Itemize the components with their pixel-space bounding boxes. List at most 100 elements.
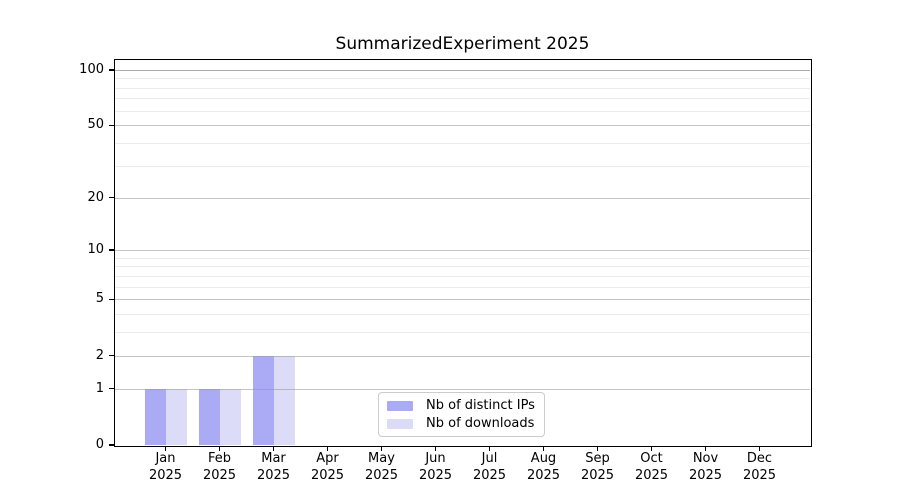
y-tick-mark <box>108 298 115 301</box>
x-tick-label: Mar 2025 <box>234 451 314 484</box>
x-tick-mark <box>218 446 221 451</box>
x-tick-month: Apr <box>316 451 339 466</box>
x-tick-month: Nov <box>692 451 719 466</box>
x-tick-mark <box>434 446 437 451</box>
gridline-minor <box>115 275 810 277</box>
gridline-minor <box>115 266 810 268</box>
bar-distinct-ips <box>252 355 274 445</box>
gridline-major <box>115 355 810 357</box>
gridline-minor <box>115 257 810 259</box>
x-tick-year: 2025 <box>526 467 561 483</box>
x-tick-month: Jul <box>481 451 498 466</box>
x-tick-label: May 2025 <box>342 451 422 484</box>
y-tick-mark <box>108 196 115 199</box>
x-tick-mark <box>758 446 761 451</box>
chart-title: SummarizedExperiment 2025 <box>335 34 590 54</box>
y-tick-mark <box>108 124 115 127</box>
y-tick-label: 2 <box>95 347 104 363</box>
y-tick-label: 1 <box>95 380 104 396</box>
x-tick-year: 2025 <box>742 467 777 483</box>
x-tick-year: 2025 <box>364 467 399 483</box>
x-tick-mark <box>380 446 383 451</box>
legend-item-downloads: Nb of downloads <box>387 416 535 431</box>
x-tick-month: Aug <box>530 451 557 466</box>
x-tick-label: Jun 2025 <box>396 451 476 484</box>
gridline-minor <box>115 332 810 334</box>
y-tick-mark <box>108 387 115 390</box>
y-tick-mark <box>108 444 115 446</box>
x-tick-mark <box>272 446 275 451</box>
x-tick-year: 2025 <box>310 467 345 483</box>
x-tick-label: Oct 2025 <box>612 451 692 484</box>
x-tick-label: Dec 2025 <box>720 451 800 484</box>
gridline-minor <box>115 78 810 80</box>
x-tick-year: 2025 <box>580 467 615 483</box>
x-tick-mark <box>164 446 167 451</box>
y-tick-label: 10 <box>87 242 104 258</box>
y-tick-mark <box>108 249 115 251</box>
bar-distinct-ips <box>198 388 220 445</box>
y-tick-label: 100 <box>79 61 104 77</box>
gridline-minor <box>115 286 810 288</box>
x-tick-mark <box>326 446 329 451</box>
x-tick-label: Apr 2025 <box>288 451 368 484</box>
bar-downloads <box>165 388 187 445</box>
gridline-major <box>115 197 810 199</box>
x-tick-mark <box>704 446 707 451</box>
plot-border <box>113 58 812 447</box>
legend-label-distinct-ips: Nb of distinct IPs <box>426 398 535 413</box>
legend-item-distinct-ips: Nb of distinct IPs <box>387 398 535 413</box>
legend-label-downloads: Nb of downloads <box>426 416 535 431</box>
legend-swatch-downloads <box>387 418 413 429</box>
legend-swatch-distinct-ips <box>387 400 413 411</box>
x-tick-month: Feb <box>207 451 232 466</box>
gridline-major <box>115 125 810 127</box>
gridline-minor <box>115 314 810 316</box>
bar-downloads <box>273 355 295 445</box>
x-tick-label: Sep 2025 <box>558 451 638 484</box>
x-tick-label: Jan 2025 <box>126 451 206 484</box>
x-tick-month: Mar <box>261 451 286 466</box>
y-tick-label: 20 <box>87 189 104 205</box>
y-tick-mark <box>108 69 115 71</box>
x-tick-year: 2025 <box>634 467 669 483</box>
plot-area <box>115 60 810 445</box>
gridline-minor <box>115 110 810 112</box>
x-tick-mark <box>650 446 653 451</box>
x-tick-year: 2025 <box>256 467 291 483</box>
gridline-minor <box>115 87 810 89</box>
y-tick-mark <box>108 354 115 357</box>
y-tick-label: 0 <box>95 437 104 452</box>
bar-downloads <box>219 388 241 445</box>
bar-distinct-ips <box>144 388 166 445</box>
gridline-major <box>115 388 810 390</box>
x-tick-month: May <box>368 451 395 466</box>
gridline-major <box>115 299 810 301</box>
legend: Nb of distinct IPs Nb of downloads <box>378 392 545 437</box>
x-tick-year: 2025 <box>148 467 183 483</box>
y-tick-label: 5 <box>95 291 104 307</box>
x-tick-month: Dec <box>746 451 773 466</box>
x-tick-mark <box>542 446 545 451</box>
x-tick-year: 2025 <box>688 467 723 483</box>
gridline-minor <box>115 143 810 145</box>
x-tick-label: Nov 2025 <box>666 451 746 484</box>
x-tick-year: 2025 <box>418 467 453 483</box>
gridline-major <box>115 250 810 252</box>
x-tick-month: Jun <box>425 451 446 466</box>
x-tick-month: Oct <box>640 451 663 466</box>
x-tick-month: Sep <box>585 451 610 466</box>
gridline-major <box>115 69 810 71</box>
gridline-minor <box>115 98 810 100</box>
x-tick-mark <box>596 446 599 451</box>
y-tick-label: 50 <box>87 117 104 133</box>
gridline-minor <box>115 165 810 167</box>
x-tick-label: Aug 2025 <box>504 451 584 484</box>
x-tick-mark <box>488 446 491 451</box>
x-tick-label: Feb 2025 <box>180 451 260 484</box>
x-tick-year: 2025 <box>202 467 237 483</box>
x-tick-label: Jul 2025 <box>450 451 530 484</box>
x-tick-month: Jan <box>155 451 176 466</box>
x-tick-year: 2025 <box>472 467 507 483</box>
